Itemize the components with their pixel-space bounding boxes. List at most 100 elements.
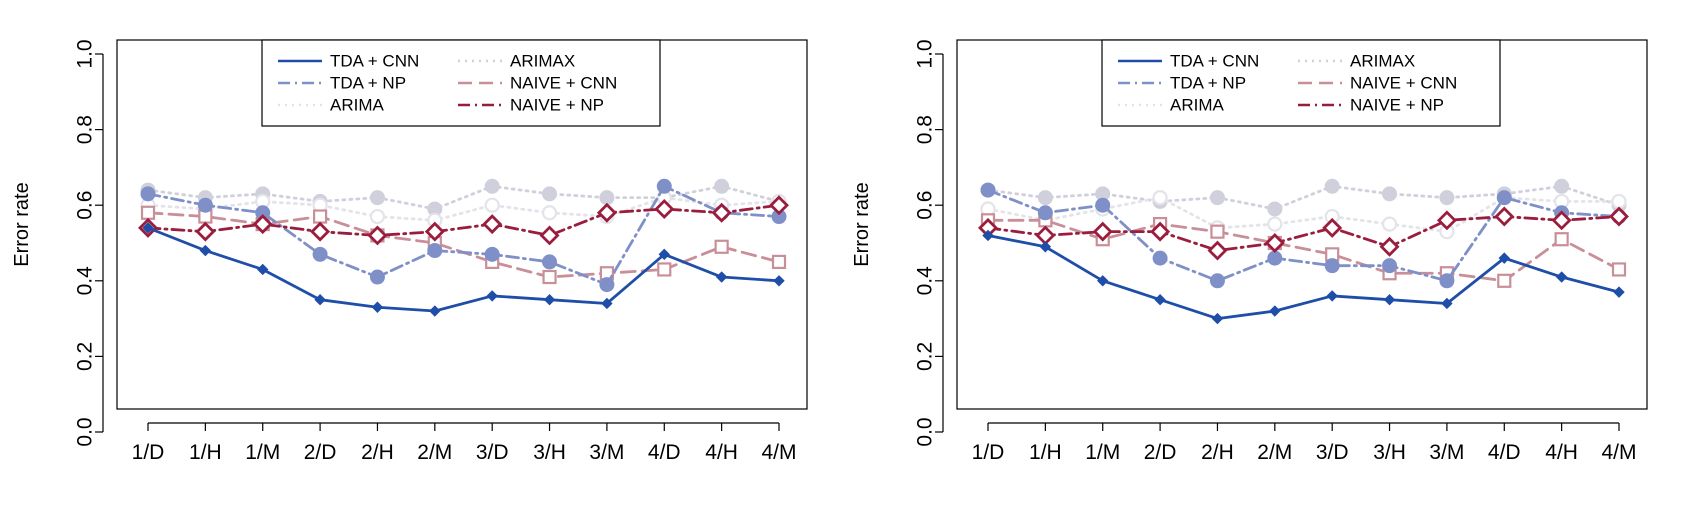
- y-tick-label: 0.8: [914, 115, 937, 144]
- data-point: [371, 301, 384, 313]
- x-tick-label: 2/M: [1257, 441, 1292, 464]
- data-point: [1554, 232, 1569, 247]
- legend-label: NAIVE + NP: [510, 96, 604, 115]
- x-tick-label: 2/H: [1201, 441, 1234, 464]
- data-point: [1150, 221, 1171, 242]
- data-point: [367, 225, 388, 246]
- data-point: [1211, 312, 1224, 325]
- series-line: [146, 196, 781, 222]
- x-tick-label: 4/M: [1601, 441, 1636, 464]
- series-line: [146, 211, 781, 279]
- x-tick-label: 3/D: [1316, 441, 1349, 464]
- x-tick-label: 3/H: [533, 441, 566, 464]
- series-line: [986, 234, 1621, 321]
- x-tick-label: 4/H: [705, 441, 738, 464]
- y-axis-title: Error rate: [851, 182, 873, 266]
- data-point: [1152, 250, 1168, 266]
- data-point: [1097, 275, 1109, 287]
- series-line: [986, 196, 1621, 234]
- legend-label: NAIVE + CNN: [510, 74, 617, 93]
- data-point: [312, 209, 328, 224]
- x-tick-label: 4/M: [761, 441, 796, 464]
- data-point: [314, 293, 326, 306]
- data-point: [1209, 190, 1225, 206]
- series-line: [986, 188, 1621, 283]
- series-line: [146, 184, 781, 211]
- data-point: [539, 225, 560, 246]
- data-point: [1267, 216, 1283, 232]
- legend-label: NAIVE + CNN: [1350, 74, 1457, 93]
- series-tda-cnn: [982, 229, 1625, 325]
- data-point: [658, 248, 670, 261]
- data-point: [369, 269, 385, 285]
- data-point: [1267, 250, 1283, 266]
- chart-panel-right: 0.0 0.2 0.4 0.6 0.8 1.0 Error rate 1/D 1/H 1/M 2/D…: [851, 39, 1648, 464]
- legend-label: TDA + CNN: [330, 52, 419, 71]
- chart-panel-left: 0.0 0.2 0.4 0.6 0.8 1.0 Error rate 1/D 1/H 1/M 2/D…: [11, 39, 808, 464]
- legend-label: ARIMAX: [1350, 52, 1415, 71]
- x-tick-label: 2/D: [304, 441, 337, 464]
- y-tick-label: 0.0: [74, 417, 97, 446]
- data-point: [1379, 236, 1400, 257]
- data-point: [1609, 206, 1629, 227]
- y-tick-label: 0.4: [74, 266, 97, 296]
- series-naive-np: [978, 206, 1629, 261]
- data-point: [1441, 297, 1453, 310]
- data-point: [1267, 201, 1283, 217]
- data-point: [369, 208, 386, 225]
- data-point: [542, 254, 558, 270]
- data-point: [1439, 190, 1455, 206]
- x-axis: 1/D 1/H 1/M 2/D 2/H 2/M 3/D 3/H 3/M 4/D 4/H 4/M: [972, 422, 1637, 464]
- data-point: [541, 205, 558, 221]
- data-point: [980, 182, 996, 198]
- x-tick-label: 1/M: [1085, 441, 1120, 464]
- data-point: [656, 178, 672, 194]
- data-point: [1496, 190, 1512, 206]
- data-point: [140, 186, 156, 202]
- x-tick-label: 2/H: [361, 441, 394, 464]
- x-tick-label: 3/H: [1373, 441, 1406, 464]
- data-point: [1039, 241, 1052, 253]
- data-point: [1095, 197, 1111, 213]
- data-point: [657, 262, 672, 277]
- data-point: [140, 205, 156, 220]
- data-point: [1551, 210, 1572, 231]
- legend: TDA + CNN TDA + NP ARIMA ARIMAX NAIVE + CNN N…: [1101, 39, 1501, 127]
- data-point: [601, 297, 613, 310]
- y-axis-title: Error rate: [11, 182, 33, 266]
- data-point: [1324, 258, 1340, 274]
- x-tick-label: 1/D: [972, 441, 1005, 464]
- y-tick-label: 0.8: [74, 115, 97, 144]
- legend-label: ARIMA: [330, 96, 385, 115]
- series-naive-cnn: [140, 205, 787, 285]
- data-point: [252, 214, 273, 235]
- y-tick-label: 0.0: [914, 417, 937, 446]
- data-point: [714, 239, 729, 254]
- data-point: [429, 305, 441, 317]
- data-point: [1269, 305, 1281, 317]
- data-point: [1383, 293, 1396, 306]
- y-tick-label: 0.6: [74, 191, 97, 220]
- series-arimax: [980, 178, 1627, 217]
- x-tick-label: 4/D: [1488, 441, 1521, 464]
- data-point: [596, 202, 617, 223]
- data-point: [427, 243, 443, 259]
- data-point: [1436, 210, 1457, 231]
- x-axis: 1/D 1/H 1/M 2/D 2/H 2/M 3/D 3/H 3/M 4/D 4/H 4/M: [132, 422, 797, 464]
- data-point: [542, 186, 558, 202]
- legend-label: ARIMAX: [510, 52, 575, 71]
- y-axis: 0.0 0.2 0.4 0.6 0.8 1.0: [74, 39, 104, 447]
- data-point: [654, 199, 675, 219]
- data-point: [1324, 178, 1340, 194]
- data-point: [711, 202, 732, 223]
- data-point: [257, 263, 269, 276]
- x-tick-label: 3/D: [476, 441, 509, 464]
- legend-label: ARIMA: [1170, 96, 1225, 115]
- series-line: [146, 226, 781, 313]
- data-point: [1555, 271, 1568, 283]
- data-point: [1613, 286, 1625, 298]
- data-point: [1152, 190, 1168, 206]
- x-tick-label: 3/M: [1429, 441, 1464, 464]
- x-tick-label: 2/M: [417, 441, 452, 464]
